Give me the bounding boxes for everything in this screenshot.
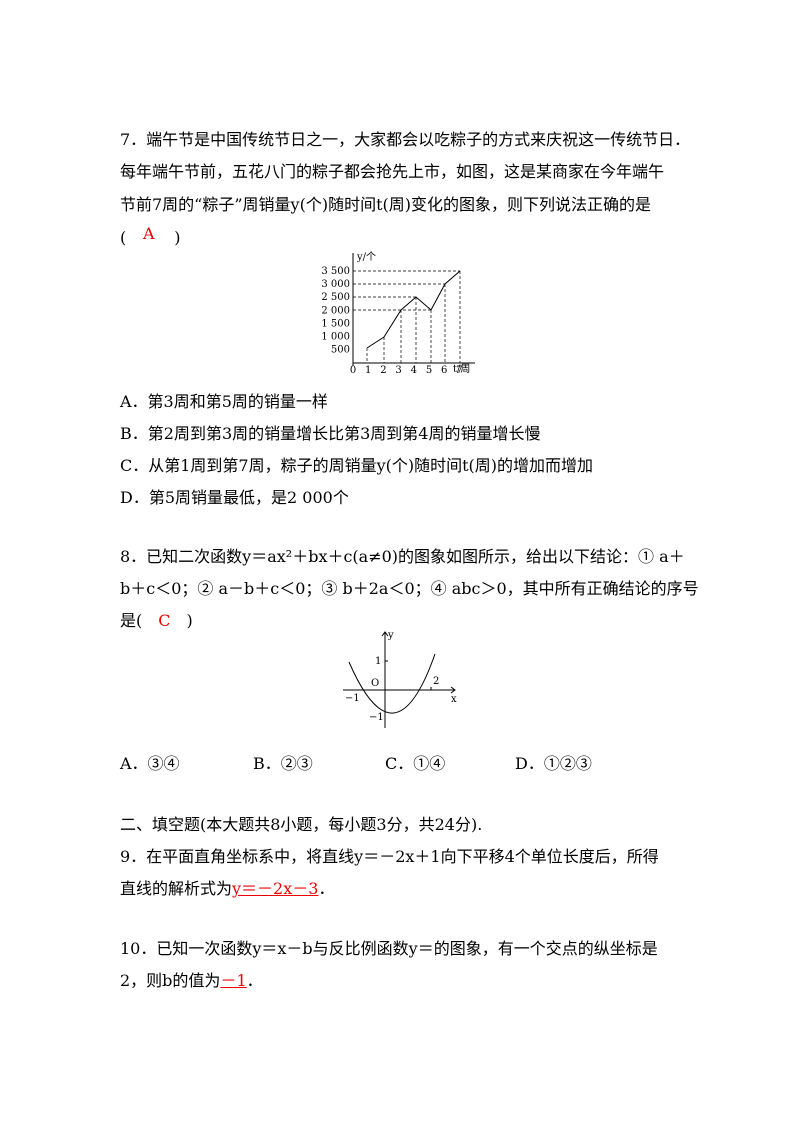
option: B．②③: [253, 754, 313, 773]
tick-label: 2 500: [321, 292, 350, 303]
tick-label: 3 000: [321, 279, 350, 290]
axis-label: x: [451, 694, 457, 705]
tick-label: 1: [365, 365, 371, 376]
answer: C: [158, 611, 171, 630]
option: B．第2周到第3周的销量增长比第3周到第4周的销量增长慢: [120, 424, 541, 443]
tick-label: 6: [441, 365, 447, 376]
tick-label: −1: [369, 712, 384, 723]
origin: O: [371, 678, 379, 689]
option: D．第5周销量最低，是2 000个: [120, 488, 349, 507]
tick-label: 4: [411, 365, 417, 376]
tick-label: 1 500: [321, 318, 350, 329]
axis-label: y: [387, 630, 394, 641]
text-line: b＋c＜0；② a－b＋c＜0；③ b＋2a＜0；④ abc＞0，其中所有正确结…: [120, 579, 699, 598]
text-line: 每年端午节前，五花八门的粽子都会抢先上市，如图，这是某商家在今年端午: [120, 162, 665, 181]
axis-label: y/个: [356, 251, 376, 263]
section-title: 二、填空题(本大题共8小题，每小题3分，共24分).: [120, 815, 483, 834]
answer: －1: [220, 971, 247, 990]
tick-label: 2: [380, 365, 386, 376]
text-line: 是( C ): [120, 611, 193, 630]
tick-label: 3 500: [321, 266, 350, 277]
option: D．①②③: [515, 754, 592, 773]
text-line: 直线的解析式为y＝－2x－3．: [120, 879, 335, 898]
option: A．③④: [120, 754, 180, 773]
option: C．从第1周到第7周，粽子的周销量y(个)随时间t(周)的增加而增加: [120, 456, 594, 475]
answer: y＝－2x－3: [232, 879, 319, 898]
tick-label: 5: [426, 365, 432, 376]
prefix: 是(: [120, 611, 143, 630]
option: C．①④: [385, 754, 446, 773]
tick-label: −1: [345, 693, 360, 704]
text-line: 9．在平面直角坐标系中，将直线y＝－2x＋1向下平移4个单位长度后，所得: [120, 847, 659, 866]
text-line: 7．端午节是中国传统节日之一，大家都会以吃粽子的方式来庆祝这一传统节日．: [120, 130, 691, 149]
parabola-figure: y x O 1 2 −1 −1: [343, 630, 457, 728]
tick-label: 2: [433, 676, 439, 687]
tick-label: 1: [375, 656, 381, 667]
tick-label: 2 000: [321, 305, 350, 316]
tick-label: 0: [350, 365, 356, 376]
text-line: 节前7周的“粽子”周销量y(个)随时间t(周)变化的图象，则下列说法正确的是: [120, 195, 651, 214]
prefix: 直线的解析式为: [120, 879, 233, 898]
answer: A: [143, 224, 155, 243]
axis-label: t/周: [453, 363, 470, 375]
bracket: ( ): [120, 228, 181, 247]
text-line: 8．已知二次函数y＝ax²＋bx＋c(a≠0)的图象如图所示，给出以下结论：① …: [120, 547, 685, 566]
tick-label: 500: [331, 345, 350, 356]
tick-label: 1 000: [321, 332, 350, 343]
prefix: 2，则b的值为: [120, 971, 221, 990]
text-line: 2，则b的值为－1．: [120, 971, 263, 990]
tick-label: 7: [456, 365, 462, 376]
option: A．第3周和第5周的销量一样: [120, 392, 328, 411]
tick-label: 3: [395, 365, 401, 376]
text-line: 10．已知一次函数y＝x－b与反比例函数y＝的图象，有一个交点的纵坐标是: [120, 939, 658, 958]
